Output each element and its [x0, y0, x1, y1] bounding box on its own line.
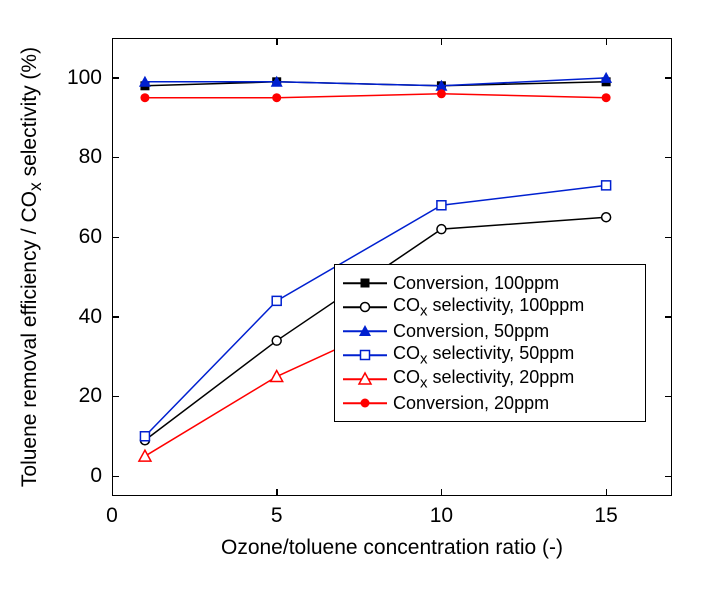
x-axis-label: Ozone/toluene concentration ratio (-) [221, 536, 563, 560]
legend-row-conv50: Conversion, 50ppm [343, 319, 637, 343]
series-marker-cox50 [602, 181, 611, 190]
series-line-conv50 [145, 78, 606, 86]
legend-label: COx selectivity, 20ppm [393, 367, 574, 392]
y-tick-label: 40 [79, 305, 102, 329]
series-marker-conv20 [140, 93, 149, 102]
series-marker-cox100 [272, 336, 281, 345]
legend-label: Conversion, 20ppm [393, 393, 549, 414]
legend-row-conv20: Conversion, 20ppm [343, 391, 637, 415]
y-tick-label: 0 [90, 464, 102, 488]
x-tick-label: 15 [594, 504, 617, 528]
x-tick-label: 0 [106, 504, 118, 528]
series-marker-cox100 [602, 213, 611, 222]
legend-row-cox50: COx selectivity, 50ppm [343, 343, 637, 367]
y-tick-label: 100 [67, 66, 102, 90]
series-marker-conv20 [437, 89, 446, 98]
y-tick-label: 80 [79, 145, 102, 169]
legend-row-cox20: COx selectivity, 20ppm [343, 367, 637, 391]
legend: Conversion, 100ppmCOx selectivity, 100pp… [334, 264, 646, 422]
y-tick-label: 20 [79, 384, 102, 408]
legend-label: Conversion, 100ppm [393, 273, 559, 294]
legend-label: COx selectivity, 50ppm [393, 343, 574, 368]
legend-row-conv100: Conversion, 100ppm [343, 271, 637, 295]
series-marker-conv20 [272, 93, 281, 102]
chart-container: Toluene removal efficiency / COx selecti… [0, 0, 728, 589]
series-marker-cox50 [140, 432, 149, 441]
series-line-conv20 [145, 94, 606, 98]
series-marker-cox50 [437, 201, 446, 210]
series-marker-cox20 [271, 371, 283, 382]
legend-label: COx selectivity, 100ppm [393, 295, 584, 320]
series-marker-cox50 [272, 296, 281, 305]
y-axis-label: Toluene removal efficiency / COx selecti… [18, 47, 46, 487]
x-tick-label: 5 [271, 504, 283, 528]
series-marker-conv20 [602, 93, 611, 102]
series-marker-cox100 [437, 225, 446, 234]
y-tick-label: 60 [79, 225, 102, 249]
series-marker-cox20 [139, 450, 151, 461]
x-tick-label: 10 [430, 504, 453, 528]
legend-label: Conversion, 50ppm [393, 321, 549, 342]
legend-row-cox100: COx selectivity, 100ppm [343, 295, 637, 319]
